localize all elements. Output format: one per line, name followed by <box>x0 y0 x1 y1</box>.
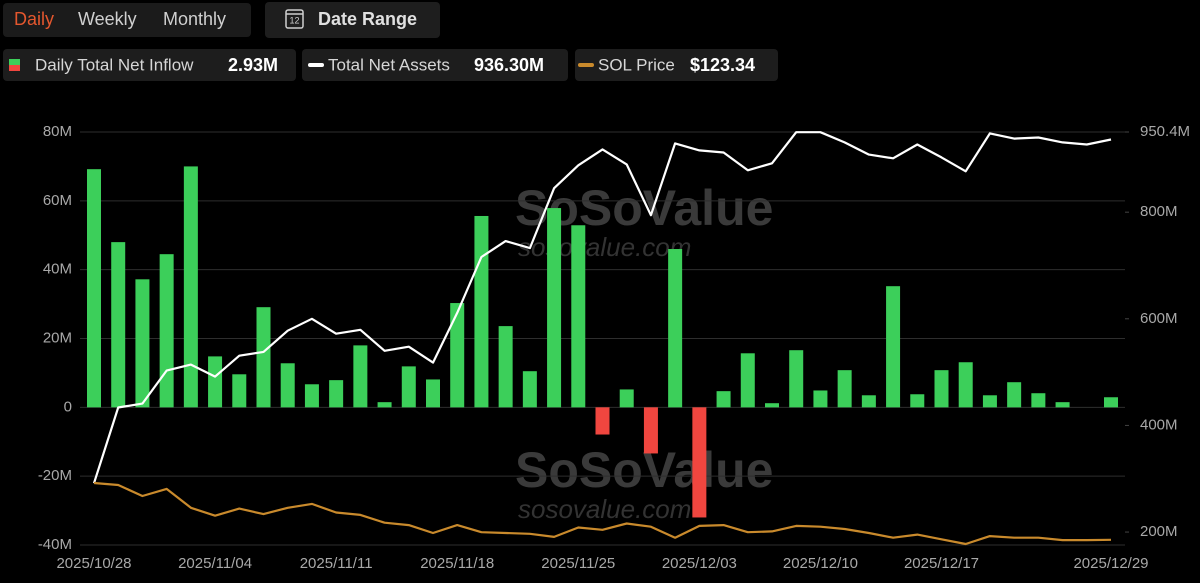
legend-swatch <box>9 65 20 71</box>
bar <box>135 279 150 408</box>
legend: Daily Total Net Inflow 2.93M Total Net Ass… <box>3 49 778 81</box>
bar <box>716 391 731 408</box>
legend-chip[interactable] <box>575 49 778 81</box>
bar <box>498 326 513 408</box>
date-range-label[interactable]: Date Range <box>318 9 417 29</box>
bar <box>982 395 997 408</box>
bar <box>1055 402 1070 408</box>
y-tick-label: 0 <box>64 398 72 415</box>
x-tick-label: 2025/12/29 <box>1073 555 1148 572</box>
x-tick-label: 2025/12/03 <box>662 555 737 572</box>
y2-tick-label: 400M <box>1140 416 1178 433</box>
bar <box>692 407 707 518</box>
y-tick-label: 80M <box>43 123 72 140</box>
bar <box>232 374 247 408</box>
bar <box>304 384 319 408</box>
bar <box>740 353 755 408</box>
y2-tick-label: 950.4M <box>1140 123 1190 140</box>
x-tick-label: 2025/10/28 <box>56 555 131 572</box>
bar <box>619 389 634 408</box>
y-tick-label: 60M <box>43 192 72 209</box>
y2-tick-label: 200M <box>1140 523 1178 540</box>
bar <box>159 254 174 408</box>
bar <box>522 371 537 408</box>
bar <box>765 403 779 408</box>
bar <box>377 402 392 408</box>
legend-chip[interactable] <box>3 49 296 81</box>
y-tick-label: 40M <box>43 261 72 278</box>
legend-name: Daily Total Net Inflow <box>35 55 194 74</box>
bar <box>595 407 610 435</box>
bar <box>813 390 828 408</box>
bar <box>280 363 295 408</box>
line <box>92 131 1112 484</box>
bar <box>1104 397 1118 408</box>
calendar-icon-day: 12 <box>289 15 299 25</box>
bar <box>256 307 271 408</box>
x-tick-label: 2025/12/17 <box>904 555 979 572</box>
bar <box>474 215 489 408</box>
legend-chip[interactable] <box>302 49 568 81</box>
bar <box>837 370 852 408</box>
tab[interactable]: Weekly <box>78 9 137 29</box>
bar <box>910 394 925 408</box>
x-tick-label: 2025/12/10 <box>783 555 858 572</box>
bar <box>958 362 973 408</box>
tabs: Daily Weekly Monthly <box>14 9 226 29</box>
y-tick-label: 20M <box>43 329 72 346</box>
bar <box>426 379 440 408</box>
x-tick-label: 2025/11/04 <box>178 555 252 572</box>
tab-group <box>3 3 251 37</box>
tab[interactable]: Monthly <box>163 9 226 29</box>
line <box>93 481 1112 546</box>
bar <box>668 249 683 408</box>
legend-swatch <box>9 59 20 65</box>
bar <box>789 350 804 408</box>
bar <box>329 380 344 408</box>
calendar-icon <box>285 9 304 29</box>
tab[interactable]: Daily <box>14 9 54 29</box>
legend-value: $123.34 <box>690 55 755 75</box>
bar <box>353 345 368 408</box>
bar <box>1031 393 1046 408</box>
bar <box>450 303 465 408</box>
y-tick-label: -40M <box>38 536 72 553</box>
x-tick-label: 2025/11/11 <box>300 555 373 572</box>
bar <box>886 286 901 408</box>
x-tick-label: 2025/11/18 <box>420 555 494 572</box>
bar <box>87 169 101 408</box>
legend-value: 2.93M <box>228 55 278 75</box>
bar <box>934 370 949 408</box>
x-tick-label: 2025/11/25 <box>541 555 615 572</box>
bar <box>547 208 562 408</box>
bar <box>183 166 198 408</box>
date-range-button[interactable] <box>265 2 440 38</box>
y-tick-label: -20M <box>38 467 72 484</box>
watermark-url: sosovalue.com <box>518 232 691 262</box>
bar <box>643 407 658 454</box>
bar <box>401 366 416 408</box>
bar <box>571 225 586 408</box>
y2-tick-label: 600M <box>1140 310 1178 327</box>
bar <box>1007 382 1022 408</box>
plot: -40M -20M 0 20M 40M 60M 80M 200M 400M 600M 800M 950… <box>38 123 1190 572</box>
y2-tick-label: 800M <box>1140 203 1178 220</box>
legend-value: 936.30M <box>474 55 544 75</box>
watermark-url: sosovalue.com <box>518 494 691 524</box>
bar <box>208 356 223 408</box>
legend-name: SOL Price <box>598 55 675 74</box>
bar <box>111 242 126 408</box>
legend-name: Total Net Assets <box>328 55 450 74</box>
bar <box>861 395 876 408</box>
